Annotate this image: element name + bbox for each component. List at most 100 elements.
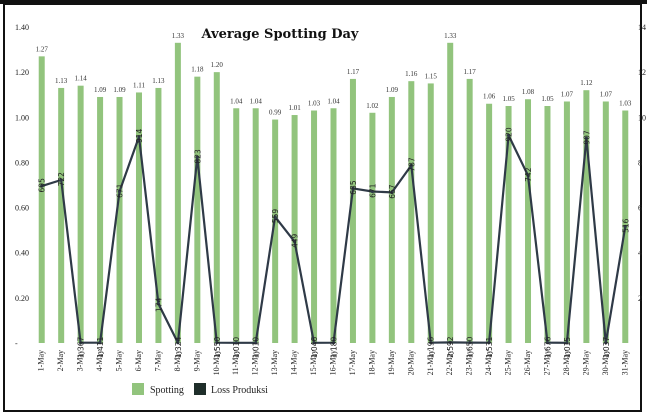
bar-label-20-May: 1.16 — [405, 70, 418, 78]
x-tick-6-May: 6-May — [134, 350, 143, 371]
bar-label-18-May: 1.02 — [366, 102, 379, 110]
line-label-26-May: 742 — [524, 167, 533, 182]
line-label-10-May: 1.550 — [213, 336, 222, 358]
chart-title: Average Spotting Day — [201, 27, 359, 42]
bar-label-22-May: 1.33 — [444, 32, 457, 40]
line-point-24-May — [487, 341, 491, 345]
left-tick-6: 1.20 — [15, 68, 29, 77]
line-point-16-May — [331, 341, 336, 345]
line-label-17-May: 685 — [349, 180, 358, 195]
bar-label-12-May: 1.04 — [250, 97, 263, 105]
loss-produksi-labels: 695 722 1.367 1.411 671 914 174 1.324 823 1.550 1.… — [38, 127, 631, 358]
bar-12-May — [252, 108, 259, 343]
bar-label-23-May: 1.17 — [464, 68, 477, 76]
line-label-3-May: 1.367 — [77, 336, 86, 358]
bar-label-4-May: 1.09 — [94, 86, 107, 94]
bar-label-27-May: 1.05 — [541, 95, 554, 103]
line-label-31-May: 516 — [621, 218, 630, 233]
line-label-11-May: 1.010 — [232, 337, 241, 359]
line-point-4-May — [98, 341, 102, 345]
bar-8-May — [174, 42, 181, 344]
x-tick-26-May: 26-May — [523, 350, 532, 375]
x-tick-2-May: 2-May — [56, 350, 65, 371]
line-point-22-May — [448, 340, 452, 345]
line-point-23-May — [468, 341, 472, 345]
x-tick-29-May: 29-May — [581, 350, 590, 375]
line-label-21-May: 1.196 — [427, 337, 436, 359]
x-tick-5-May: 5-May — [115, 350, 124, 371]
bar-6-May — [135, 92, 142, 343]
line-point-19-May — [390, 190, 394, 195]
x-tick-1-May: 1-May — [37, 350, 46, 371]
line-point-8-May — [176, 341, 180, 345]
x-tick-28-May: 28-May — [562, 350, 571, 375]
right-axis-ticks: 2 4 6 8 10 12 14 — [638, 23, 646, 303]
bar-17-May — [349, 78, 356, 344]
line-point-17-May — [351, 186, 355, 190]
legend-swatch-loss-produksi — [194, 383, 206, 395]
line-point-5-May — [117, 189, 122, 194]
x-tick-11-May: 11-May — [231, 350, 240, 375]
line-point-30-May — [604, 341, 608, 345]
bar-label-26-May: 1.08 — [522, 88, 535, 96]
bar-3-May — [77, 85, 84, 343]
bar-23-May — [466, 78, 473, 344]
spotting-bar-labels: 1.27 1.13 1.14 1.09 1.09 1.11 1.13 1.33 1.18 1.20… — [36, 32, 632, 117]
line-label-14-May: 449 — [291, 233, 300, 248]
bar-24-May — [486, 103, 493, 343]
bar-label-31-May: 1.03 — [619, 100, 632, 108]
x-tick-8-May: 8-May — [173, 350, 182, 371]
x-tick-18-May: 18-May — [367, 350, 376, 375]
line-point-7-May — [156, 302, 161, 306]
right-tick-6: 12 — [638, 68, 646, 77]
x-tick-25-May: 25-May — [504, 350, 513, 375]
left-tick-5: 1.00 — [15, 113, 29, 122]
legend-label-loss-produksi: Loss Produksi — [211, 385, 268, 396]
x-tick-23-May: 23-May — [465, 350, 474, 375]
bar-label-1-May: 1.27 — [36, 45, 49, 53]
line-point-25-May — [506, 133, 511, 137]
x-tick-24-May: 24-May — [484, 350, 493, 375]
bar-label-13-May: 0.99 — [269, 109, 282, 117]
left-tick-7: 1.40 — [15, 23, 29, 32]
line-label-20-May: 787 — [407, 157, 416, 172]
line-point-15-May — [312, 341, 316, 345]
line-label-28-May: 1.015 — [563, 337, 572, 359]
x-tick-7-May: 7-May — [153, 350, 162, 371]
line-label-25-May: 920 — [505, 127, 514, 142]
line-label-1-May: 695 — [38, 178, 47, 193]
line-point-18-May — [370, 189, 375, 194]
x-tick-30-May: 30-May — [601, 350, 610, 375]
line-point-12-May — [254, 341, 258, 345]
bar-20-May — [408, 81, 415, 344]
bar-label-19-May: 1.09 — [386, 86, 399, 94]
line-point-11-May — [234, 341, 238, 345]
line-label-2-May: 722 — [57, 172, 66, 187]
bar-7-May — [155, 87, 162, 343]
x-tick-21-May: 21-May — [426, 350, 435, 375]
bar-19-May — [388, 96, 395, 343]
x-tick-9-May: 9-May — [192, 350, 201, 371]
bar-10-May — [213, 72, 220, 344]
bar-label-6-May: 1.11 — [133, 81, 145, 89]
left-tick-4: 0.80 — [15, 158, 29, 167]
line-label-6-May: 914 — [135, 128, 144, 143]
line-point-1-May — [40, 184, 44, 188]
bar-4-May — [97, 96, 104, 343]
left-tick-2: 0.40 — [15, 249, 29, 258]
bar-15-May — [311, 110, 318, 343]
x-tick-3-May: 3-May — [76, 350, 85, 371]
line-label-24-May: 1.531 — [485, 336, 494, 358]
line-point-13-May — [273, 215, 277, 219]
line-point-31-May — [623, 224, 627, 229]
line-label-12-May: 1.010 — [252, 337, 261, 359]
line-label-23-May: 1.650 — [466, 336, 475, 358]
bar-label-15-May: 1.03 — [308, 100, 321, 108]
line-label-29-May: 907 — [582, 130, 591, 145]
bar-14-May — [291, 115, 298, 344]
bar-1-May — [38, 56, 45, 343]
bar-2-May — [58, 87, 65, 343]
line-point-27-May — [545, 341, 550, 345]
frame-top-border — [0, 0, 647, 4]
bar-18-May — [369, 112, 376, 344]
